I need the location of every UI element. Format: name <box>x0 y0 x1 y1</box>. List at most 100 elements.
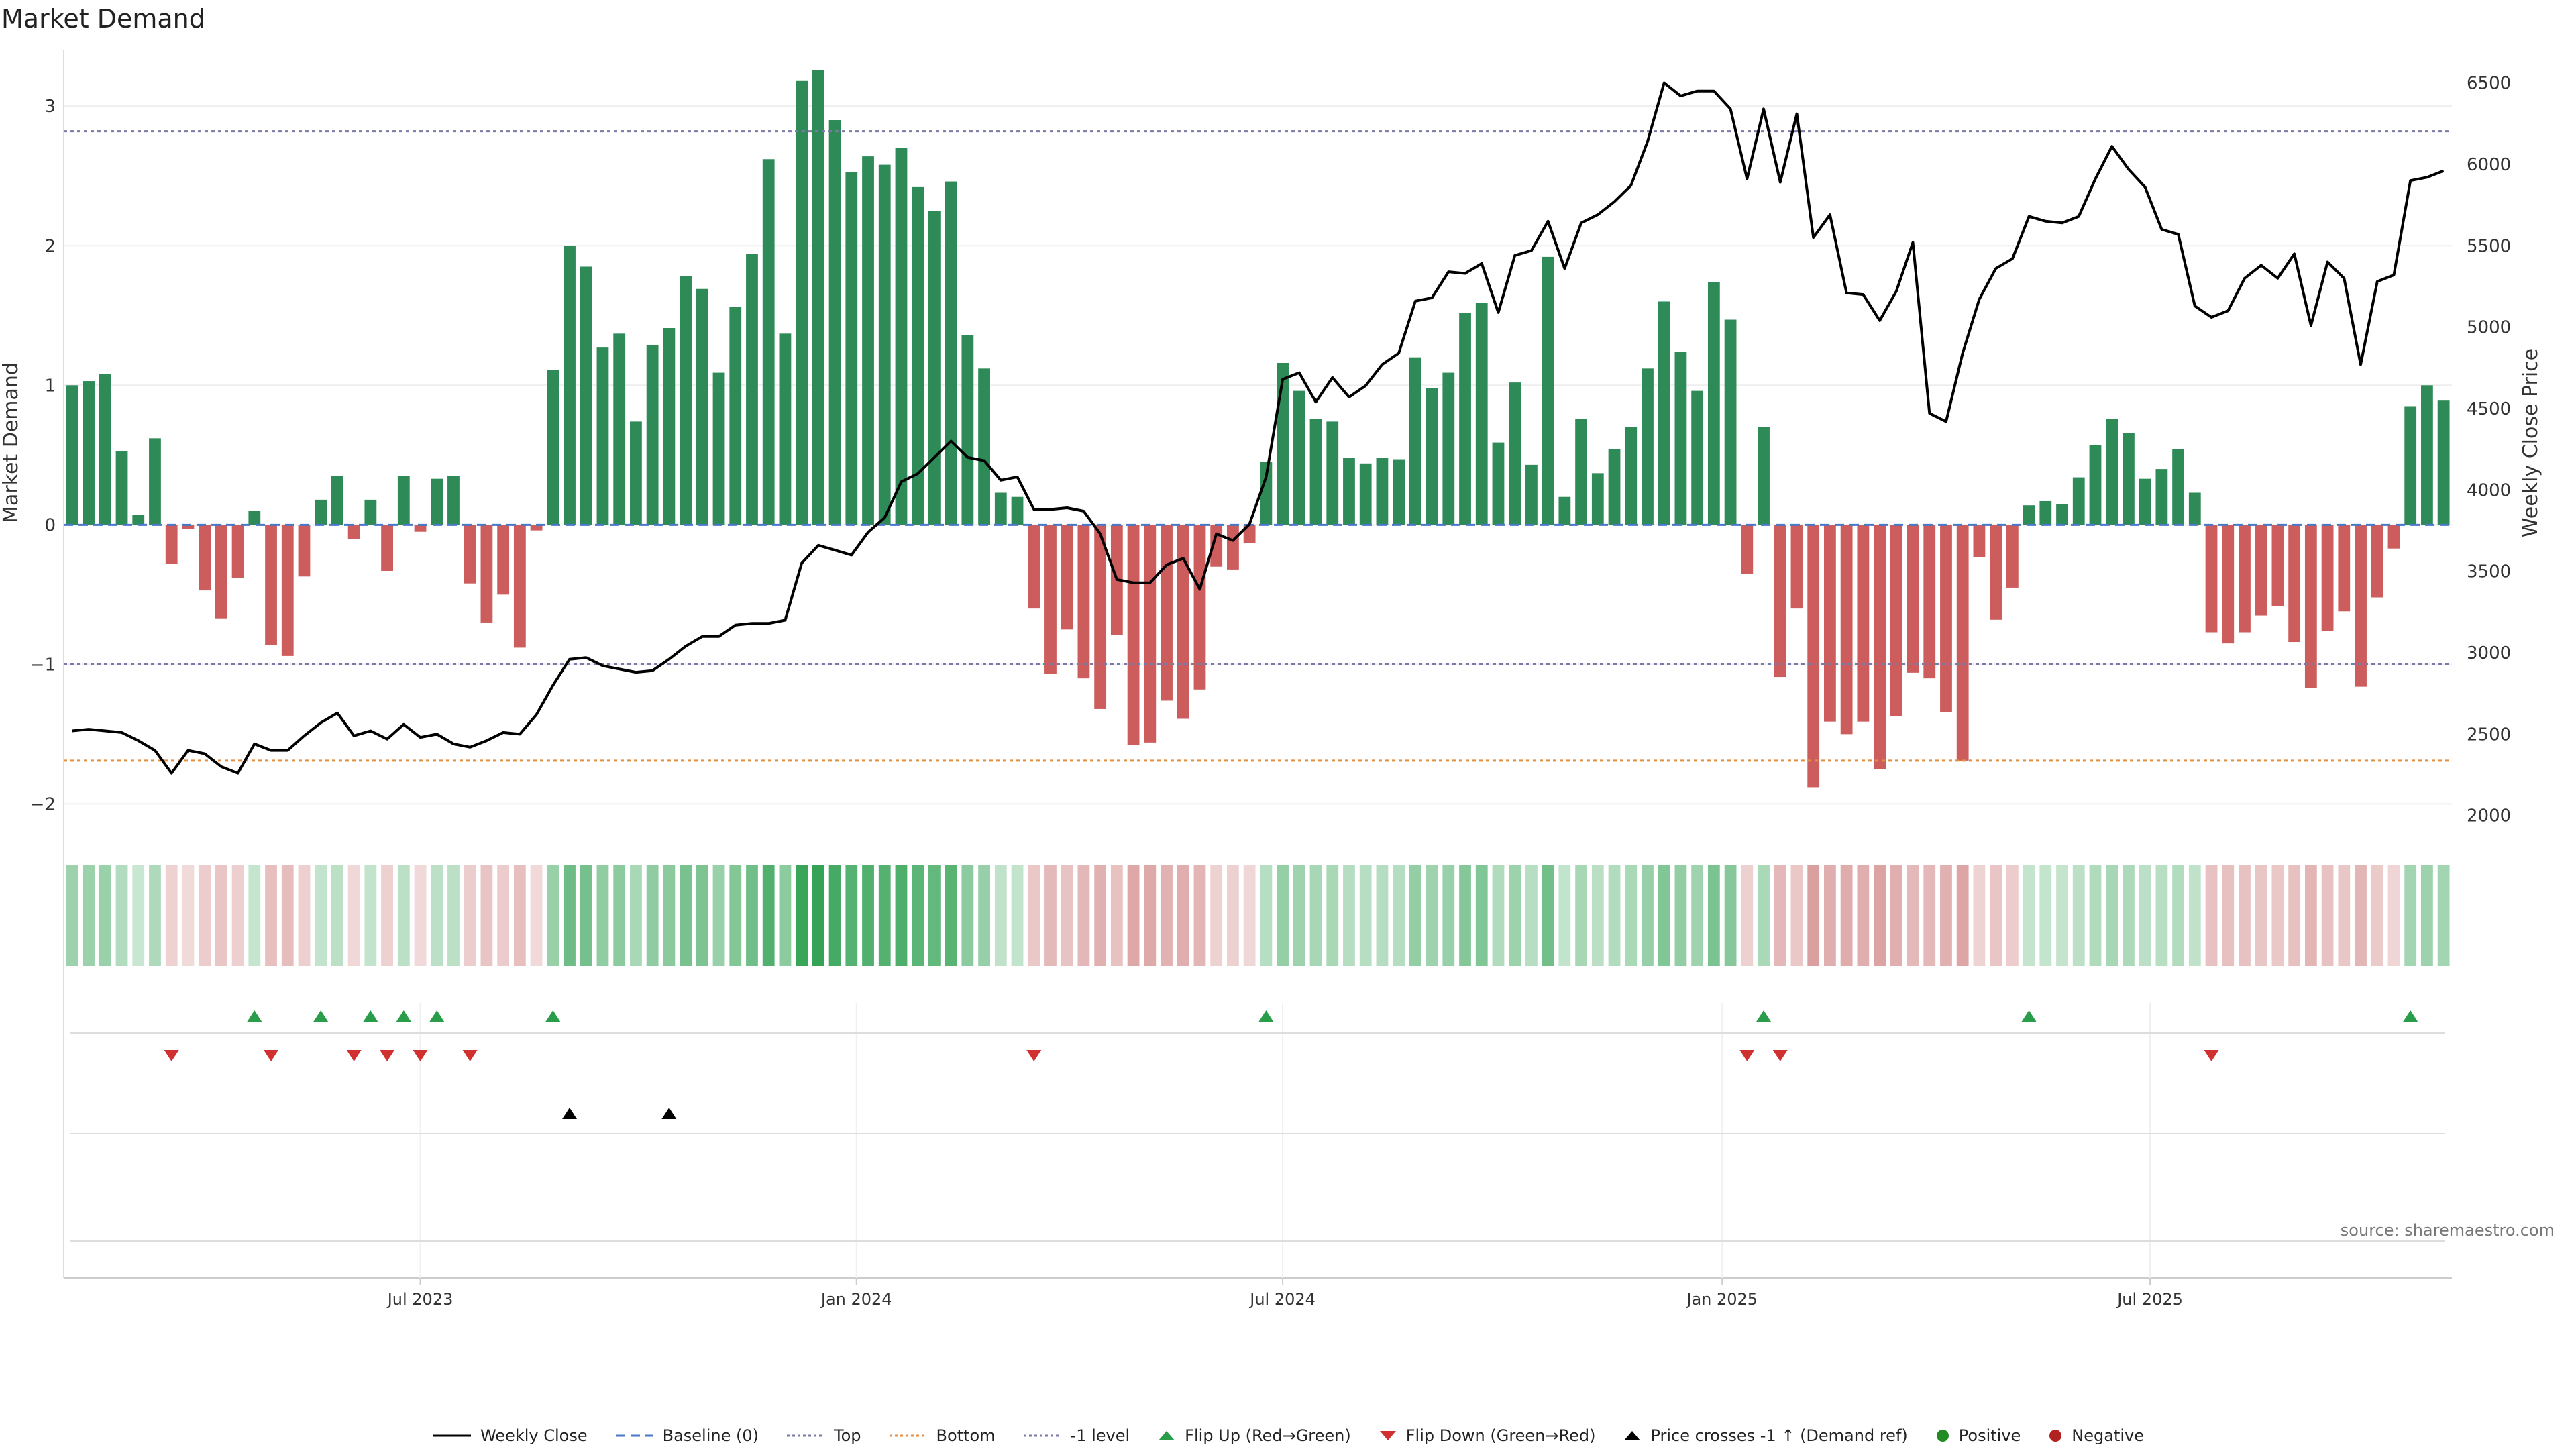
demand-bar <box>1260 462 1273 525</box>
heat-strip-cell <box>1890 865 1902 966</box>
demand-bar <box>712 372 725 525</box>
demand-bar <box>1591 473 1604 525</box>
heat-strip-cell <box>381 865 393 966</box>
demand-bar <box>1956 525 1969 761</box>
heat-strip-cell <box>1642 865 1654 966</box>
demand-bar <box>1608 449 1621 525</box>
demand-bar <box>149 438 161 525</box>
demand-bar <box>1990 525 2002 620</box>
demand-bar <box>497 525 510 595</box>
heat-strip-cell <box>1625 865 1638 966</box>
demand-bar <box>812 70 824 525</box>
demand-bar <box>2271 525 2284 606</box>
demand-bar <box>182 525 195 529</box>
heat-strip-cell <box>1691 865 1704 966</box>
y-tick-label: 3 <box>44 97 56 117</box>
demand-bar <box>2106 419 2118 525</box>
demand-bar <box>2338 525 2351 612</box>
demand-bar <box>878 164 891 525</box>
demand-bar <box>663 327 676 525</box>
demand-bar <box>2039 500 2052 525</box>
heat-strip-cell <box>812 865 824 966</box>
heat-strip-cell <box>2222 865 2235 966</box>
y-axis-title: Market Demand <box>0 362 23 523</box>
heat-strip-cell <box>331 865 343 966</box>
heat-strip-cell <box>2437 865 2450 966</box>
heat-strip-cell <box>2089 865 2102 966</box>
heat-strip-cell <box>895 865 908 966</box>
heat-strip-cell <box>796 865 808 966</box>
demand-bar <box>1575 419 1587 525</box>
flip-up-marker <box>313 1010 329 1022</box>
demand-bar <box>1061 525 1073 630</box>
flip-up-marker <box>2403 1010 2418 1022</box>
heat-strip-cell <box>1790 865 1803 966</box>
heat-strip-cell <box>1044 865 1057 966</box>
flip-down-marker <box>164 1050 179 1061</box>
heat-strip-cell <box>281 865 294 966</box>
demand-bar <box>1243 525 1256 543</box>
y2-tick-label: 5500 <box>2467 236 2511 256</box>
legend-baseline: Baseline (0) <box>614 1426 759 1445</box>
heat-strip-cell <box>1807 865 1820 966</box>
heat-strip-cell <box>1774 865 1786 966</box>
demand-bar <box>1525 464 1538 525</box>
heat-strip-cell <box>1475 865 1488 966</box>
demand-bar <box>1874 525 1886 769</box>
demand-bar <box>1144 525 1157 743</box>
demand-bar <box>2437 400 2450 525</box>
heat-strip-cell <box>1393 865 1405 966</box>
heat-strip-cell <box>298 865 311 966</box>
heat-strip-cell <box>2387 865 2400 966</box>
flip-up-marker <box>545 1010 561 1022</box>
heat-strip-cell <box>1874 865 1886 966</box>
heat-strip-cell <box>1343 865 1355 966</box>
flip-up-marker <box>396 1010 411 1022</box>
heat-strip-cell <box>1956 865 1969 966</box>
demand-bar <box>530 525 543 531</box>
demand-bar <box>1625 427 1638 525</box>
demand-bar <box>2421 385 2433 525</box>
heat-strip-cell <box>2255 865 2267 966</box>
source-note: source: sharemaestro.com <box>2340 1221 2555 1240</box>
y-tick-label: 0 <box>44 515 56 535</box>
heat-strip-cell <box>1376 865 1389 966</box>
demand-bar <box>2387 525 2400 549</box>
demand-bar <box>315 499 327 525</box>
heat-strip-cell <box>1492 865 1505 966</box>
heat-strip-cell <box>1459 865 1471 966</box>
flip-down-marker <box>1772 1050 1788 1061</box>
heat-strip-cell <box>845 865 858 966</box>
demand-bar <box>513 525 526 648</box>
demand-bar <box>215 525 227 619</box>
heat-strip-cell <box>2205 865 2218 966</box>
heat-strip-cell <box>1707 865 1720 966</box>
heat-strip-cell <box>447 865 460 966</box>
heat-strip-cell <box>1243 865 1256 966</box>
heat-strip-cell <box>2188 865 2201 966</box>
heat-strip-cell <box>696 865 708 966</box>
heat-strip-cell <box>2023 865 2035 966</box>
triangle-up-icon <box>1159 1431 1175 1440</box>
legend: Weekly Close Baseline (0) Top Bottom -1 … <box>0 1422 2576 1449</box>
heat-strip-cell <box>2056 865 2068 966</box>
demand-bar <box>547 370 559 525</box>
y2-tick-label: 2000 <box>2467 806 2511 826</box>
demand-bar <box>613 333 626 525</box>
demand-bar <box>364 499 377 525</box>
heat-strip-cell <box>762 865 775 966</box>
demand-bar <box>464 525 476 584</box>
legend-label: Flip Up (Red→Green) <box>1185 1426 1351 1445</box>
heat-strip-cell <box>862 865 874 966</box>
dot-icon <box>1936 1430 1949 1442</box>
demand-bar <box>281 525 294 656</box>
legend-label: Top <box>834 1426 861 1445</box>
demand-bar <box>2371 525 2383 598</box>
heat-strip-cell <box>1210 865 1223 966</box>
weekly-close-line <box>72 81 2445 775</box>
heat-strip-cell <box>397 865 410 966</box>
demand-bar <box>1642 368 1654 525</box>
heat-strip-cell <box>1161 865 1173 966</box>
heat-strip-cell <box>364 865 377 966</box>
